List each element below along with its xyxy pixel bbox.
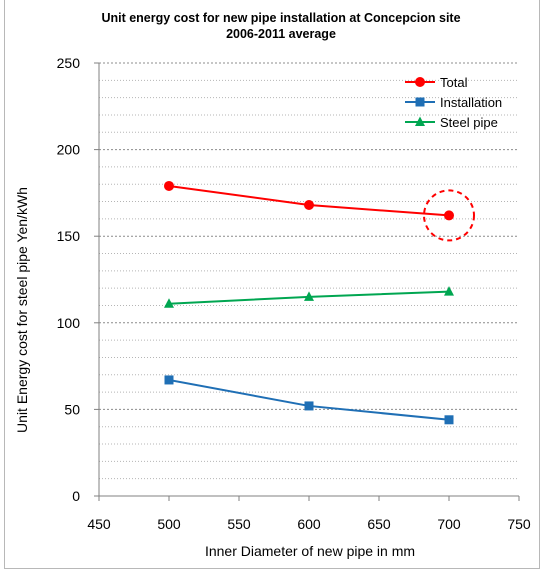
- point-marker: [304, 200, 314, 211]
- x-axis-label: Inner Diameter of new pipe in mm: [205, 543, 415, 559]
- y-tick-label: 50: [64, 401, 80, 417]
- series-line: [168, 378, 450, 421]
- chart-subtitle: 2006-2011 average: [226, 27, 336, 41]
- y-tick-label: 200: [57, 142, 81, 158]
- x-tick-label: 450: [87, 516, 111, 532]
- legend: Total Installation Steel pipe: [405, 75, 502, 130]
- x-tick-label: 550: [227, 516, 251, 532]
- legend-label: Total: [440, 75, 468, 90]
- point-marker: [164, 375, 174, 385]
- point-marker: [415, 116, 425, 126]
- axes: [94, 62, 520, 501]
- legend-item: Installation: [405, 95, 502, 110]
- legend-label: Steel pipe: [440, 115, 498, 130]
- series-steel-pipe: [164, 286, 454, 308]
- x-tick-label: 750: [507, 516, 531, 532]
- y-tick-label: 0: [72, 488, 80, 504]
- legend-item: Steel pipe: [405, 115, 498, 130]
- point-marker: [444, 210, 454, 221]
- point-marker: [164, 298, 174, 308]
- y-tick-label: 150: [57, 228, 81, 244]
- point-marker: [444, 415, 454, 425]
- point-marker: [304, 291, 314, 301]
- point-marker: [164, 180, 174, 191]
- series-total: [164, 180, 454, 221]
- y-tick-label: 100: [57, 315, 81, 331]
- point-marker: [415, 97, 425, 107]
- legend-item: Total: [405, 75, 468, 90]
- chart-title: Unit energy cost for new pipe installati…: [101, 11, 460, 25]
- point-marker: [304, 401, 314, 411]
- series-installation: [164, 375, 454, 425]
- chart-frame: [4, 0, 540, 569]
- y-tick-label: 250: [57, 55, 81, 71]
- series-lines: [164, 180, 454, 425]
- x-tick-label: 700: [437, 516, 461, 532]
- annotations: [423, 189, 475, 242]
- point-marker: [415, 77, 425, 87]
- y-axis-label: Unit Energy cost for steel pipe Yen/kWh: [14, 187, 30, 433]
- x-tick-label: 600: [297, 516, 321, 532]
- legend-label: Installation: [440, 95, 502, 110]
- tick-labels: 0 50 100 150 200 250 450 500 550 600 650 700 750: [57, 55, 531, 532]
- highlight-circle: [423, 189, 475, 242]
- x-tick-label: 500: [157, 516, 181, 532]
- point-marker: [444, 286, 454, 296]
- x-tick-label: 650: [367, 516, 391, 532]
